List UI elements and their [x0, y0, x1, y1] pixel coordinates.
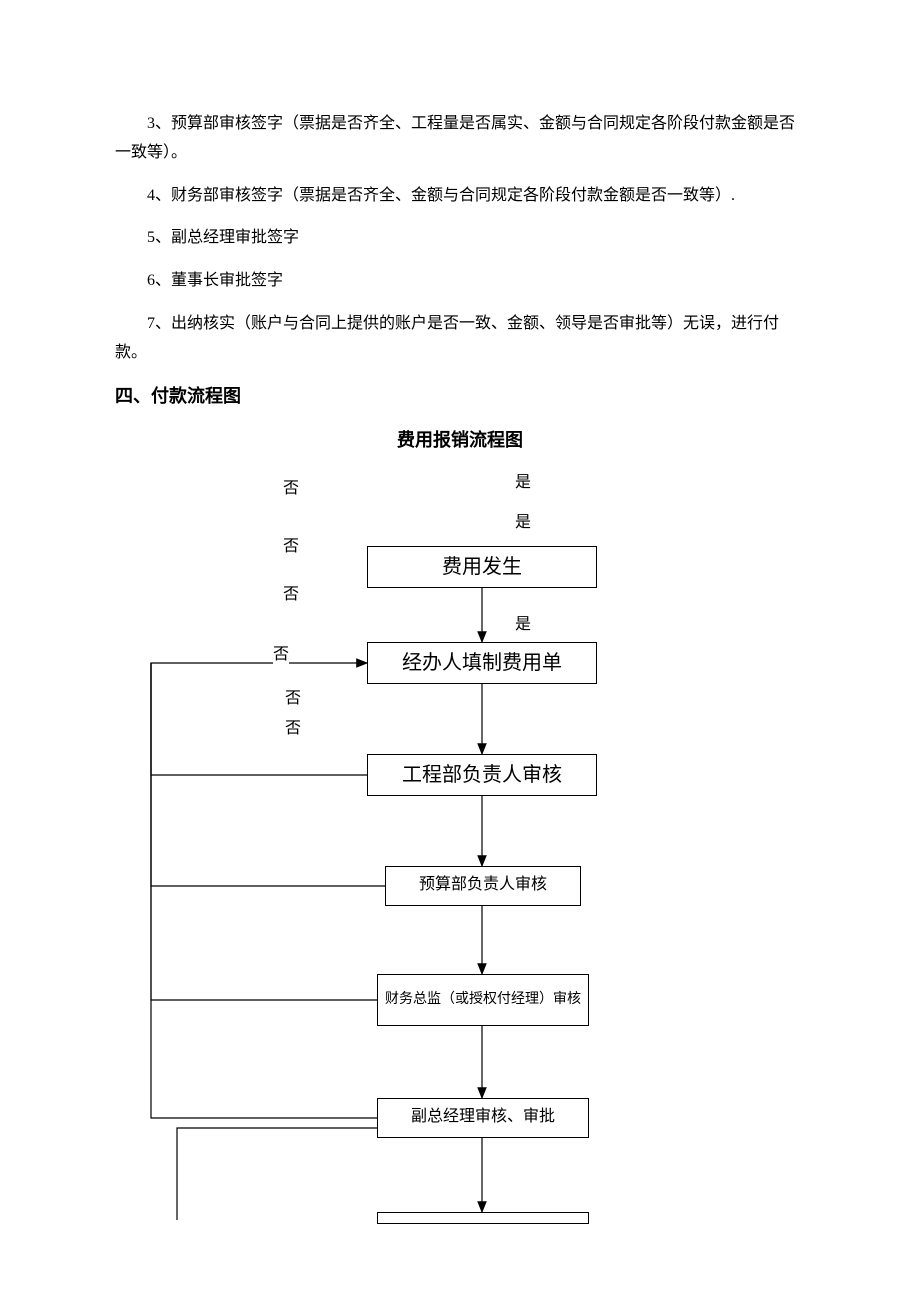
flowchart-label-2: 是	[515, 610, 531, 634]
flowchart-node-n3: 工程部负责人审核	[367, 754, 597, 796]
flowchart-label-4: 否	[283, 532, 299, 556]
flowchart-edge	[151, 663, 367, 775]
flowchart-label-1: 是	[515, 508, 531, 532]
flowchart-node-n2: 经办人填制费用单	[367, 642, 597, 684]
flowchart-edge	[177, 1128, 377, 1220]
flowchart-label-6: 否	[273, 640, 289, 664]
flowchart-edge	[151, 663, 377, 1000]
paragraph-3: 3、预算部审核签字（票据是否齐全、工程量是否属实、金额与合同规定各阶段付款金额是…	[115, 110, 805, 168]
paragraph-5: 5、副总经理审批签字	[115, 224, 805, 253]
flowchart-label-3: 否	[283, 474, 299, 498]
flowchart-container: 费用发生经办人填制费用单工程部负责人审核预算部负责人审核财务总监（或授权付经理）…	[115, 464, 805, 1224]
paragraph-4: 4、财务部审核签字（票据是否齐全、金额与合同规定各阶段付款金额是否一致等）.	[115, 182, 805, 211]
flowchart-node-n7	[377, 1212, 589, 1224]
flowchart-node-n1: 费用发生	[367, 546, 597, 588]
flowchart-title: 费用报销流程图	[115, 426, 805, 452]
flowchart-label-0: 是	[515, 468, 531, 492]
document-page: 3、预算部审核签字（票据是否齐全、工程量是否属实、金额与合同规定各阶段付款金额是…	[0, 0, 920, 1224]
flowchart-label-5: 否	[283, 580, 299, 604]
flowchart-label-8: 否	[285, 714, 301, 738]
paragraph-6: 6、董事长审批签字	[115, 267, 805, 296]
flowchart-node-n6: 副总经理审核、审批	[377, 1098, 589, 1138]
section-heading: 四、付款流程图	[115, 382, 805, 408]
flowchart-node-n5: 财务总监（或授权付经理）审核	[377, 974, 589, 1026]
paragraph-7: 7、出纳核实（账户与合同上提供的账户是否一致、金额、领导是否审批等）无误，进行付…	[115, 310, 805, 368]
flowchart-node-n4: 预算部负责人审核	[385, 866, 581, 906]
flowchart-edge	[151, 663, 377, 1118]
flowchart-label-7: 否	[285, 684, 301, 708]
